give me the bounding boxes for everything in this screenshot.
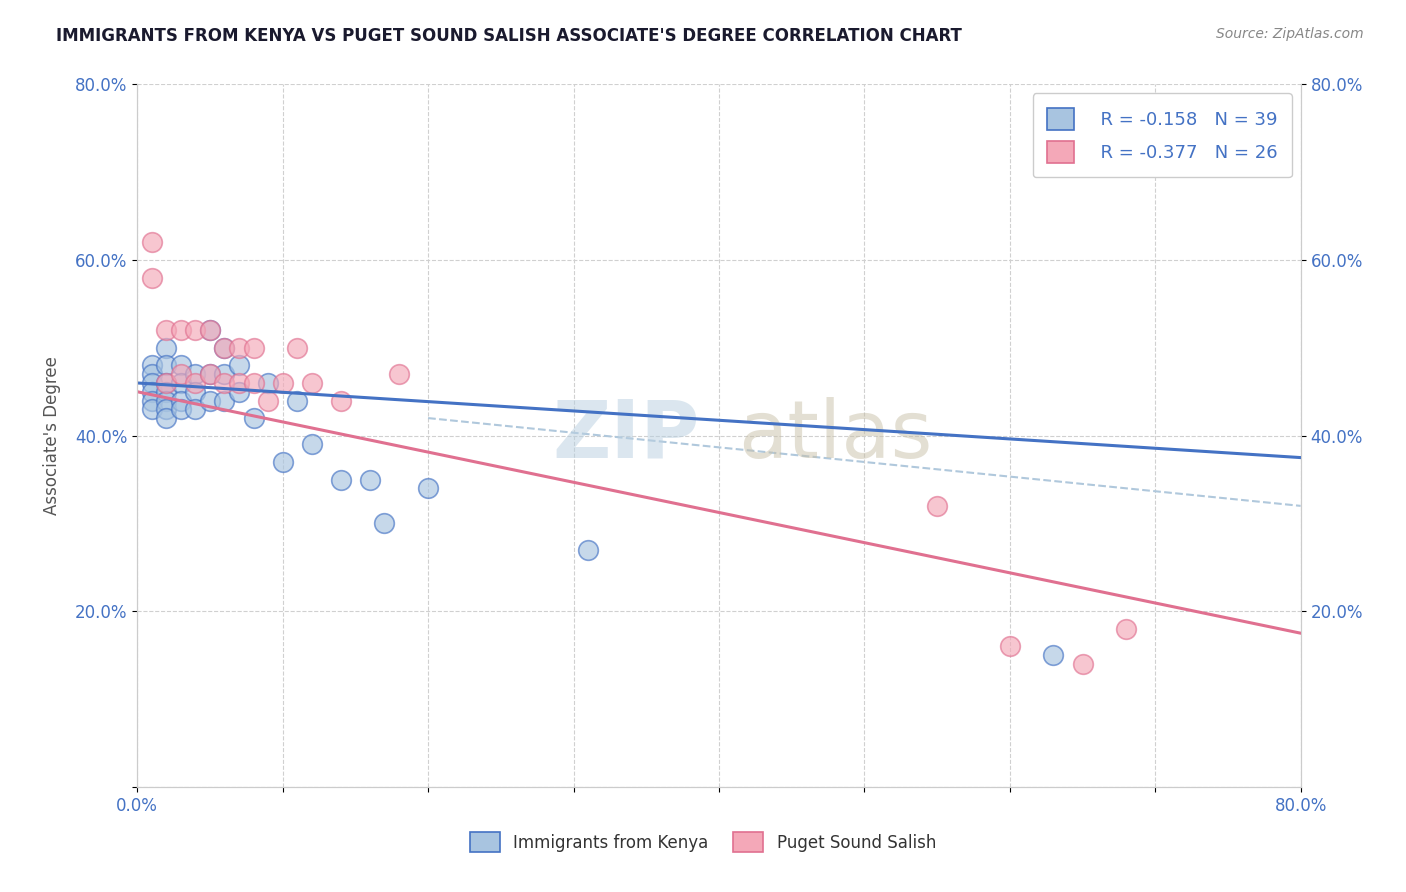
- Point: [301, 376, 323, 390]
- Point: [373, 516, 395, 531]
- Point: [184, 323, 207, 337]
- Point: [214, 341, 236, 355]
- Point: [141, 359, 163, 373]
- Point: [416, 481, 439, 495]
- Legend: Immigrants from Kenya, Puget Sound Salish: Immigrants from Kenya, Puget Sound Salis…: [457, 819, 949, 866]
- Text: IMMIGRANTS FROM KENYA VS PUGET SOUND SALISH ASSOCIATE'S DEGREE CORRELATION CHART: IMMIGRANTS FROM KENYA VS PUGET SOUND SAL…: [56, 27, 962, 45]
- Point: [198, 393, 221, 408]
- Point: [228, 384, 250, 399]
- Point: [257, 393, 280, 408]
- Point: [925, 499, 948, 513]
- Point: [141, 235, 163, 250]
- Point: [141, 270, 163, 285]
- Point: [155, 376, 177, 390]
- Point: [184, 384, 207, 399]
- Point: [155, 341, 177, 355]
- Point: [242, 411, 264, 425]
- Point: [155, 384, 177, 399]
- Point: [141, 393, 163, 408]
- Point: [155, 393, 177, 408]
- Point: [228, 359, 250, 373]
- Point: [285, 341, 308, 355]
- Point: [155, 411, 177, 425]
- Point: [141, 384, 163, 399]
- Point: [170, 359, 193, 373]
- Text: atlas: atlas: [738, 397, 932, 475]
- Point: [271, 376, 294, 390]
- Point: [301, 437, 323, 451]
- Point: [214, 341, 236, 355]
- Point: [329, 473, 352, 487]
- Point: [576, 542, 599, 557]
- Point: [170, 376, 193, 390]
- Point: [1071, 657, 1094, 671]
- Text: Source: ZipAtlas.com: Source: ZipAtlas.com: [1216, 27, 1364, 41]
- Point: [329, 393, 352, 408]
- Point: [198, 323, 221, 337]
- Point: [170, 393, 193, 408]
- Point: [155, 402, 177, 417]
- Text: ZIP: ZIP: [553, 397, 700, 475]
- Point: [214, 376, 236, 390]
- Point: [184, 402, 207, 417]
- Point: [141, 367, 163, 381]
- Point: [1115, 622, 1137, 636]
- Point: [242, 341, 264, 355]
- Point: [141, 402, 163, 417]
- Point: [141, 376, 163, 390]
- Point: [155, 376, 177, 390]
- Point: [285, 393, 308, 408]
- Point: [228, 376, 250, 390]
- Point: [198, 323, 221, 337]
- Point: [388, 367, 411, 381]
- Point: [198, 367, 221, 381]
- Point: [170, 367, 193, 381]
- Point: [184, 376, 207, 390]
- Point: [1042, 648, 1064, 662]
- Point: [257, 376, 280, 390]
- Point: [170, 323, 193, 337]
- Point: [214, 367, 236, 381]
- Point: [228, 341, 250, 355]
- Point: [170, 402, 193, 417]
- Point: [998, 640, 1021, 654]
- Point: [198, 367, 221, 381]
- Point: [242, 376, 264, 390]
- Point: [184, 367, 207, 381]
- Legend:   R = -0.158   N = 39,   R = -0.377   N = 26: R = -0.158 N = 39, R = -0.377 N = 26: [1032, 94, 1292, 178]
- Point: [359, 473, 381, 487]
- Y-axis label: Associate's Degree: Associate's Degree: [44, 356, 60, 515]
- Point: [271, 455, 294, 469]
- Point: [155, 323, 177, 337]
- Point: [155, 359, 177, 373]
- Point: [214, 393, 236, 408]
